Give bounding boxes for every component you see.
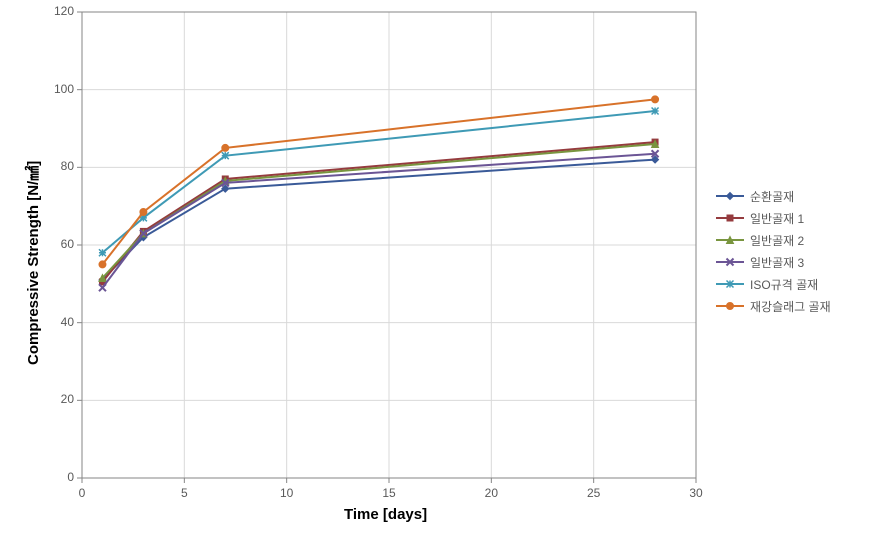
legend-marker xyxy=(724,278,736,290)
legend-item: 재강슬래그 골재 xyxy=(716,298,831,314)
y-tick-label: 120 xyxy=(54,4,74,18)
y-axis-label: Compressive Strength [N/㎟] xyxy=(22,161,43,365)
legend-line xyxy=(716,217,744,219)
legend-item: 일반골재 1 xyxy=(716,210,831,226)
legend-label: 재강슬래그 골재 xyxy=(750,298,831,315)
y-tick-label: 0 xyxy=(67,470,74,484)
y-tick-label: 60 xyxy=(61,237,74,251)
y-tick-label: 20 xyxy=(61,392,74,406)
legend-marker xyxy=(724,300,736,312)
legend-label: 일반골재 3 xyxy=(750,254,804,271)
legend-line xyxy=(716,239,744,241)
x-tick-label: 5 xyxy=(172,486,196,500)
y-tick-label: 40 xyxy=(61,315,74,329)
x-tick-label: 10 xyxy=(275,486,299,500)
legend-line xyxy=(716,261,744,263)
y-tick-label: 80 xyxy=(61,159,74,173)
legend-label: 순환골재 xyxy=(750,188,794,205)
legend-line xyxy=(716,195,744,197)
legend-item: 순환골재 xyxy=(716,188,831,204)
x-tick-label: 30 xyxy=(684,486,708,500)
legend-label: ISO규격 골재 xyxy=(750,276,818,293)
legend-item: ISO규격 골재 xyxy=(716,276,831,292)
legend-marker xyxy=(724,234,736,246)
x-tick-label: 15 xyxy=(377,486,401,500)
x-tick-label: 0 xyxy=(70,486,94,500)
legend-line xyxy=(716,283,744,285)
legend-marker xyxy=(724,212,736,224)
legend-marker xyxy=(724,190,736,202)
chart-container: { "chart": { "type": "line", "width_px":… xyxy=(0,0,886,534)
legend-label: 일반골재 2 xyxy=(750,232,804,249)
legend-label: 일반골재 1 xyxy=(750,210,804,227)
legend-line xyxy=(716,305,744,307)
legend-item: 일반골재 2 xyxy=(716,232,831,248)
legend: 순환골재일반골재 1 일반골재 2 일반골재 3 ISO규격 골재재강슬래그 골재 xyxy=(716,188,831,320)
x-tick-label: 20 xyxy=(479,486,503,500)
legend-item: 일반골재 3 xyxy=(716,254,831,270)
legend-marker xyxy=(724,256,736,268)
x-tick-label: 25 xyxy=(582,486,606,500)
y-tick-label: 100 xyxy=(54,82,74,96)
x-axis-label: Time [days] xyxy=(344,506,427,523)
